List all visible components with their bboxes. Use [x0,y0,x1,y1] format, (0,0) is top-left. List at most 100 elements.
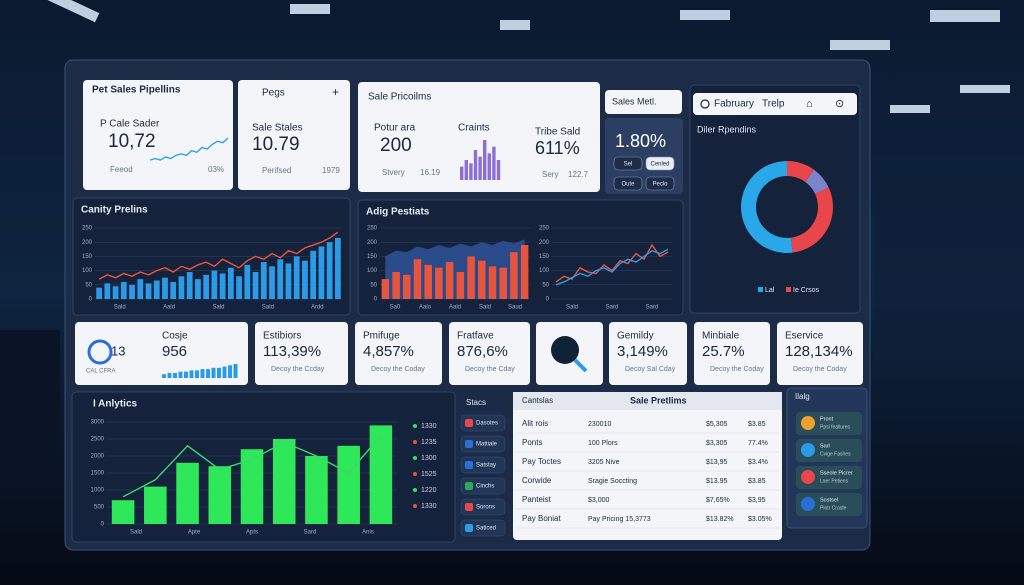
legend-label: Lal [765,287,775,294]
kpi-footnote: 03% [208,165,224,174]
bar [227,267,234,299]
y-tick-label: 1000 [91,488,105,494]
bar [326,242,333,299]
item-icon [801,470,815,484]
kpi-label: P Cale Sader [100,119,160,130]
y-tick-label: 200 [367,240,378,246]
filter-button[interactable] [645,156,675,171]
dropdown-label: Sales Metl. [612,96,657,106]
mini-bar [167,372,172,378]
mini-bar [483,140,487,180]
kpi-footnote: Decoy the Coday [710,366,764,373]
x-tick-label: Sard [606,305,619,311]
item-title: Pront [820,416,834,422]
kpi-footnote: Decoy the Coday [371,366,425,373]
search-icon-handle [573,358,588,373]
mini-bar [460,166,464,180]
side-button[interactable] [460,519,506,537]
y-tick-label: 1500 [91,471,105,477]
button-icon [465,482,473,490]
bar [467,256,475,299]
table-cell: Pay Pricing 15,3773 [588,516,651,523]
chart-title: Adig Pestiats [366,207,430,218]
bar [153,280,160,299]
table-cell: $13.82% [706,516,734,523]
y-tick-label: 0 [101,522,105,528]
bar [445,262,454,299]
bar [211,270,218,299]
kpi-card [75,322,248,385]
legend-dot [413,488,417,492]
kpi-value: 25.7% [702,343,745,360]
mini-bar [473,150,478,180]
bar [104,283,111,299]
legend-dot [413,504,417,508]
bar [392,272,400,299]
x-tick-label: Ardd [311,305,324,311]
bar [310,250,317,299]
user-icon[interactable]: ⊙ [835,98,844,110]
side-button[interactable] [460,414,506,432]
bar [305,456,328,524]
y-tick-label: 0 [546,297,550,303]
bar [240,449,264,524]
kpi-card [449,322,530,385]
mini-bar [233,364,238,378]
bar [208,466,232,524]
kpi-label: Estibiors [263,331,301,342]
panel-title: Ilalg [795,392,810,401]
table-cell: Pay Boniat [522,514,561,523]
donut-slice [805,169,829,194]
table-cell: $13,95 [706,459,728,466]
kpi-label: Pmifuge [363,331,400,342]
side-button[interactable] [460,498,506,516]
item-subtitle: Ppsl feallures [820,424,851,430]
bar [499,267,507,299]
kpi-label: Eservice [785,331,824,342]
filter-button-label: Sel [624,162,633,168]
legend-value: 1525 [421,471,437,478]
bar [96,287,102,299]
bar [403,274,411,299]
bar [111,500,135,524]
chart-title: Canity Prelins [81,205,148,216]
kpi-footnote: Stvery [382,168,405,177]
bar [293,256,300,299]
table-cell: Corwide [522,476,552,485]
button-icon [465,503,473,511]
x-tick-label: Aald [163,305,175,311]
filter-button[interactable] [613,176,643,191]
legend-dot [413,472,417,476]
table-cell: $3.4% [748,459,768,466]
kpi-value: 611% [535,138,580,158]
table-cell: $3,95 [748,497,766,504]
filter-button[interactable] [613,156,643,171]
kpi-label: Cosje [162,331,188,342]
kpi-footnote: 1979 [322,166,340,175]
table-cell: 77.4% [748,440,768,447]
card [358,82,600,192]
sparkline [149,137,229,161]
home-icon[interactable]: ⌂ [806,98,813,110]
card [689,84,861,314]
legend-swatch [786,287,791,292]
side-button[interactable] [460,435,506,453]
kpi-footnote: Decoy Sal Cday [625,366,676,373]
background-room [875,180,1024,360]
add-button[interactable]: + [332,85,339,99]
mini-bar [222,366,227,378]
bar [186,272,193,299]
side-button[interactable] [460,477,506,495]
search-bar[interactable] [693,93,857,115]
donut-slice [741,161,793,253]
bar [302,260,308,299]
kpi-card [355,322,442,385]
side-button[interactable] [460,456,506,474]
bar [318,246,325,299]
mini-bar [200,369,205,378]
list-title: Stacs [466,398,486,407]
mini-bar [487,153,491,180]
filter-button[interactable] [645,176,675,191]
bar [145,283,152,299]
